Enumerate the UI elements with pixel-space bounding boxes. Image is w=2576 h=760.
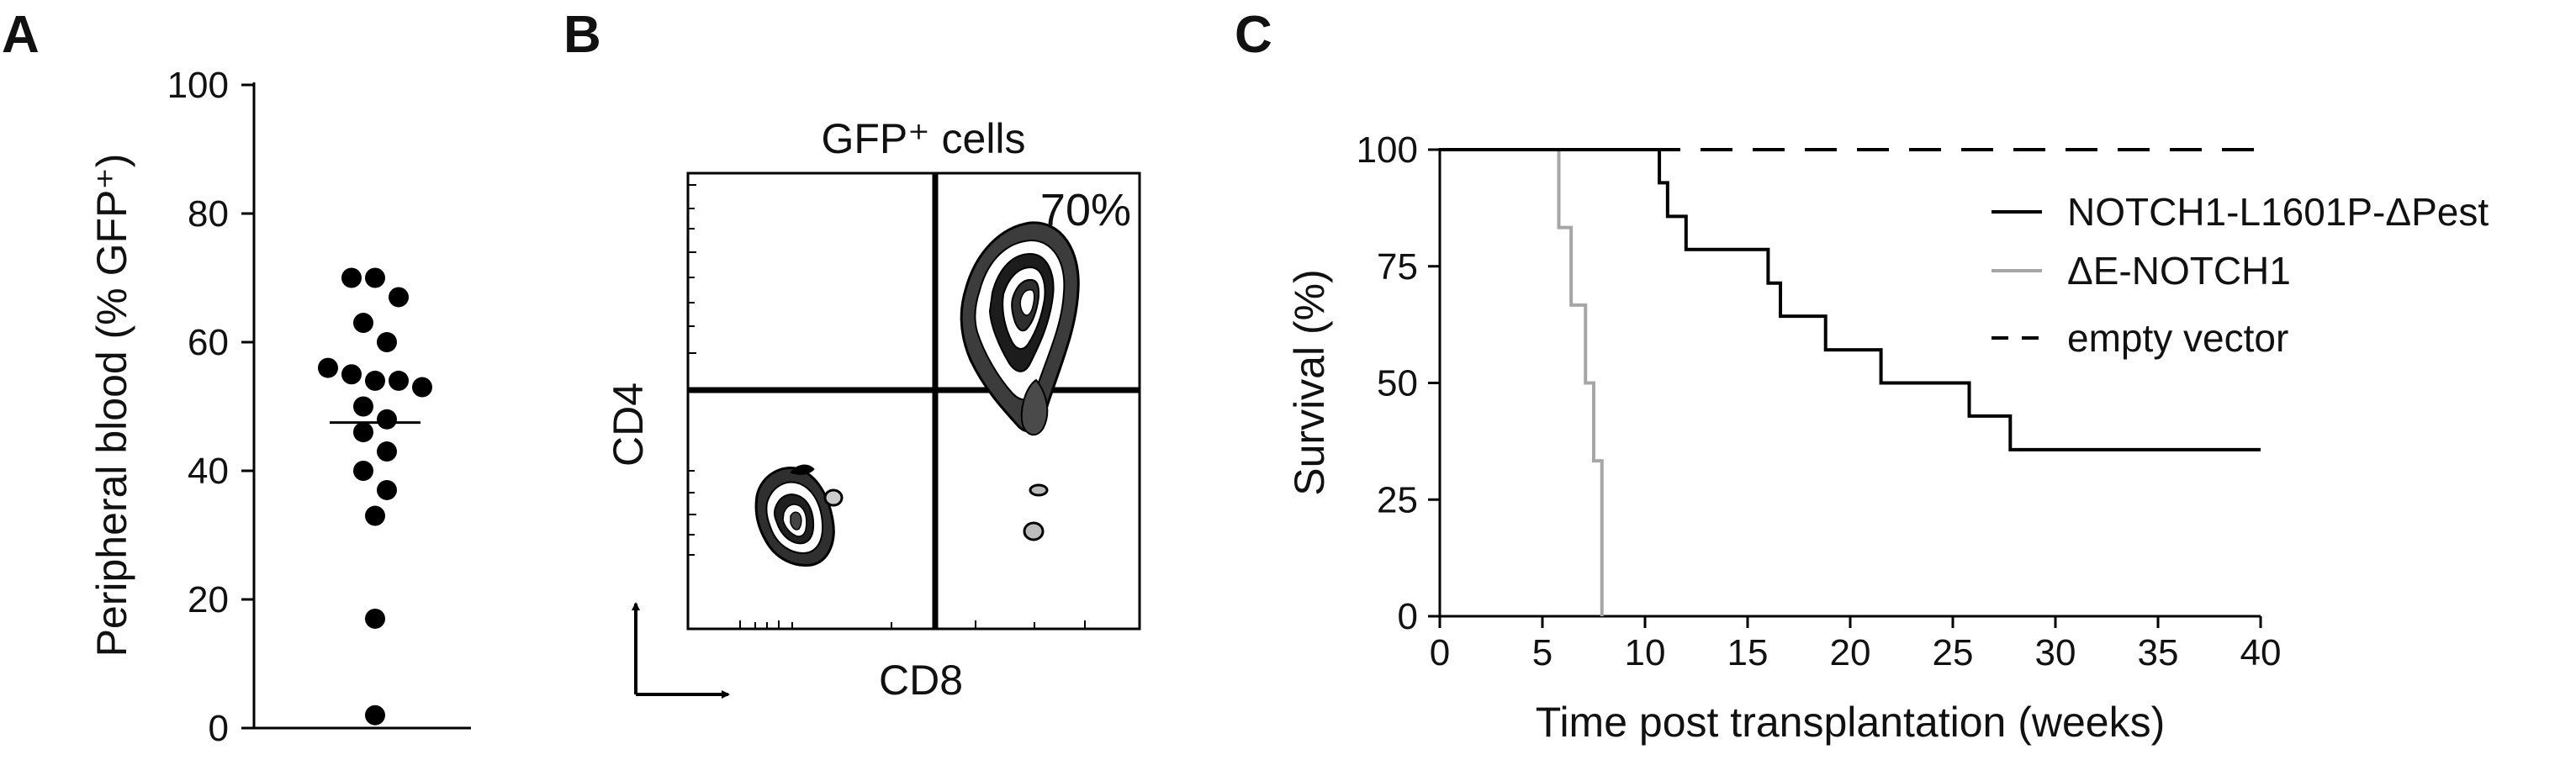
panel-a-data-point <box>353 313 373 334</box>
panel-a-points <box>318 267 432 726</box>
panel-c-series-line <box>1440 148 2261 451</box>
panel-a-data-point <box>365 608 385 629</box>
panel-a-y-tick-label: 40 <box>188 451 229 492</box>
panel-a-letter: A <box>2 6 40 64</box>
panel-a-data-point <box>353 461 373 481</box>
panel-c-x-tick-label: 30 <box>2035 632 2076 673</box>
panel-c-legend-label: empty vector <box>2067 316 2288 360</box>
panel-a: A 0 20 40 60 80 100 Peripheral blood (% GFP⁺) <box>2 6 471 749</box>
panel-a-data-point <box>365 267 385 288</box>
panel-c: C 0 5 10 15 20 25 30 35 40 0 25 50 75 100 NOTCH1-L16… <box>1235 6 2489 746</box>
panel-c-y-tick-label: 0 <box>1398 596 1418 637</box>
panel-a-data-point <box>377 409 397 430</box>
panel-a-data-point <box>341 364 362 385</box>
panel-a-data-point <box>341 267 362 288</box>
panel-c-legend-label: ΔE-NOTCH1 <box>2067 249 2291 293</box>
panel-c-x-tick-label: 15 <box>1727 632 1769 673</box>
panel-c-legend-label: NOTCH1-L1601P-ΔPest <box>2067 190 2489 234</box>
panel-c-x-tick-label: 40 <box>2240 632 2282 673</box>
panel-a-data-point <box>389 287 409 308</box>
panel-c-x-tick-label: 35 <box>2138 632 2179 673</box>
panel-a-y-tick-label: 0 <box>209 708 229 749</box>
panel-a-data-point <box>389 370 409 391</box>
panel-a-data-point <box>353 396 373 417</box>
panel-c-x-tick-label: 5 <box>1532 632 1552 673</box>
panel-b-x-label: CD8 <box>879 657 963 704</box>
panel-b-y-label: CD4 <box>605 383 652 467</box>
panel-a-data-point <box>365 370 385 391</box>
panel-c-x-ticks: 0 5 10 15 20 25 30 35 40 <box>1430 616 2282 673</box>
panel-a-y-tick-label: 60 <box>188 322 229 363</box>
panel-a-data-point <box>412 377 432 398</box>
panel-a-data-point <box>353 422 373 443</box>
panel-b-letter: B <box>563 6 601 64</box>
panel-c-y-tick-label: 75 <box>1377 246 1418 288</box>
panel-c-y-tick-label: 50 <box>1377 363 1418 404</box>
panel-a-data-point <box>377 332 397 352</box>
panel-a-y-label: Peripheral blood (% GFP⁺) <box>88 154 135 657</box>
panel-a-data-point <box>377 479 397 500</box>
panel-c-legend: NOTCH1-L1601P-ΔPest ΔE-NOTCH1 empty vector <box>1992 190 2489 360</box>
panel-c-x-tick-label: 25 <box>1933 632 1974 673</box>
panel-c-y-label: Survival (%) <box>1286 269 1333 495</box>
panel-a-y-tick-label: 100 <box>167 65 229 106</box>
panel-b-quadrant-percent: 70% <box>1040 185 1131 235</box>
panel-b-plot-frame <box>686 172 1141 631</box>
panel-c-x-tick-label: 10 <box>1625 632 1666 673</box>
panel-a-y-tick-label: 20 <box>188 579 229 620</box>
panel-c-x-label: Time post transplantation (weeks) <box>1536 699 2165 746</box>
panel-c-x-tick-label: 20 <box>1830 632 1871 673</box>
panel-c-y-tick-label: 25 <box>1377 479 1418 520</box>
panel-b-axis-arrows <box>632 602 730 699</box>
panel-b-contour-double-positive <box>960 221 1080 436</box>
panel-b-contour-double-negative <box>754 464 844 567</box>
panel-c-series <box>1440 148 2261 616</box>
panel-c-series-line <box>1440 148 1604 616</box>
panel-a-y-tick-label: 80 <box>188 193 229 235</box>
panel-b-contour-small-events <box>1023 483 1049 541</box>
panel-b-title: GFP⁺ cells <box>821 115 1025 162</box>
panel-a-y-ticks: 0 20 40 60 80 100 <box>167 65 254 749</box>
panel-c-y-tick-label: 100 <box>1357 129 1418 171</box>
panel-c-y-ticks: 0 25 50 75 100 <box>1357 129 1440 637</box>
panel-c-x-tick-label: 0 <box>1430 632 1450 673</box>
panel-b-minor-ticks <box>688 184 1086 629</box>
panel-a-data-point <box>365 705 385 726</box>
panel-a-data-point <box>377 441 397 462</box>
panel-a-data-point <box>365 505 385 526</box>
panel-a-data-point <box>318 357 338 378</box>
panel-b: B GFP⁺ cells <box>563 6 1141 704</box>
panel-c-letter: C <box>1235 6 1272 64</box>
